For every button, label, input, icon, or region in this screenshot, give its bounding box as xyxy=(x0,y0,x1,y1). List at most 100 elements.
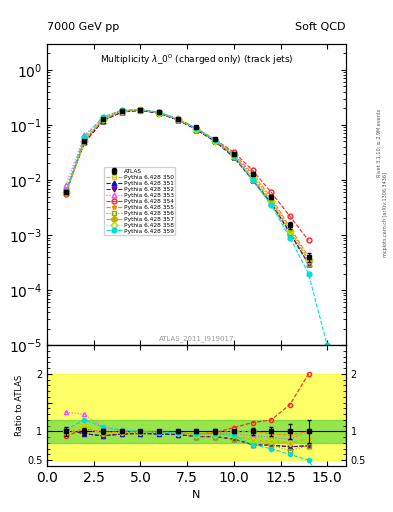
Pythia 6.428 351 xyxy=(213,138,218,144)
Pythia 6.428 357 xyxy=(194,126,199,132)
Pythia 6.428 353 xyxy=(157,110,162,116)
Pythia 6.428 352 xyxy=(269,200,274,206)
Pythia 6.428 350 xyxy=(213,137,218,143)
Pythia 6.428 357 xyxy=(288,228,292,234)
Pythia 6.428 352 xyxy=(231,154,236,160)
Pythia 6.428 356 xyxy=(101,116,105,122)
Pythia 6.428 358 xyxy=(175,116,180,122)
Pythia 6.428 359 xyxy=(288,234,292,241)
Pythia 6.428 359 xyxy=(119,107,124,113)
Pythia 6.428 354 xyxy=(119,108,124,114)
Pythia 6.428 358 xyxy=(231,152,236,158)
Pythia 6.428 354 xyxy=(63,191,68,197)
Pythia 6.428 359 xyxy=(157,110,162,116)
Pythia 6.428 355 xyxy=(213,137,218,143)
Pythia 6.428 350 xyxy=(250,175,255,181)
Pythia 6.428 357 xyxy=(175,116,180,122)
Pythia 6.428 358 xyxy=(250,175,255,181)
Pythia 6.428 355 xyxy=(82,137,87,143)
Pythia 6.428 353 xyxy=(231,152,236,158)
Pythia 6.428 355 xyxy=(231,151,236,157)
Pythia 6.428 353 xyxy=(101,114,105,120)
Pythia 6.428 354 xyxy=(157,110,162,116)
Pythia 6.428 351 xyxy=(119,109,124,115)
Text: Soft QCD: Soft QCD xyxy=(296,22,346,32)
Pythia 6.428 354 xyxy=(138,106,143,113)
Pythia 6.428 359 xyxy=(138,106,143,113)
Pythia 6.428 351 xyxy=(269,200,274,206)
Pythia 6.428 357 xyxy=(63,189,68,195)
Pythia 6.428 350 xyxy=(82,136,87,142)
Pythia 6.428 359 xyxy=(306,270,311,276)
Pythia 6.428 359 xyxy=(213,137,218,143)
Pythia 6.428 353 xyxy=(175,116,180,122)
Pythia 6.428 354 xyxy=(101,116,105,122)
Pythia 6.428 352 xyxy=(306,261,311,267)
Pythia 6.428 352 xyxy=(250,177,255,183)
Pythia 6.428 356 xyxy=(306,261,311,267)
Pythia 6.428 351 xyxy=(138,108,143,114)
Line: Pythia 6.428 354: Pythia 6.428 354 xyxy=(63,108,311,243)
Pythia 6.428 353 xyxy=(213,137,218,143)
Pythia 6.428 352 xyxy=(175,117,180,123)
Pythia 6.428 352 xyxy=(82,139,87,145)
Pythia 6.428 350 xyxy=(269,199,274,205)
Pythia 6.428 351 xyxy=(82,139,87,145)
Pythia 6.428 354 xyxy=(194,125,199,132)
Line: Pythia 6.428 356: Pythia 6.428 356 xyxy=(63,108,311,266)
Line: Pythia 6.428 352: Pythia 6.428 352 xyxy=(63,108,311,266)
Pythia 6.428 354 xyxy=(231,149,236,155)
Pythia 6.428 351 xyxy=(306,261,311,267)
Pythia 6.428 351 xyxy=(288,230,292,236)
Pythia 6.428 354 xyxy=(269,189,274,195)
Pythia 6.428 352 xyxy=(157,110,162,116)
Pythia 6.428 351 xyxy=(157,110,162,116)
Pythia 6.428 359 xyxy=(82,134,87,140)
Pythia 6.428 357 xyxy=(231,152,236,158)
Pythia 6.428 356 xyxy=(231,154,236,160)
Pythia 6.428 351 xyxy=(101,117,105,123)
Pythia 6.428 353 xyxy=(250,173,255,179)
Line: Pythia 6.428 359: Pythia 6.428 359 xyxy=(63,107,330,348)
Pythia 6.428 355 xyxy=(101,116,105,122)
Pythia 6.428 358 xyxy=(63,189,68,195)
Pythia 6.428 356 xyxy=(194,126,199,133)
Pythia 6.428 353 xyxy=(82,132,87,138)
Pythia 6.428 353 xyxy=(306,254,311,260)
Pythia 6.428 357 xyxy=(213,137,218,143)
Pythia 6.428 350 xyxy=(101,116,105,122)
Pythia 6.428 352 xyxy=(119,109,124,115)
Pythia 6.428 359 xyxy=(194,125,199,132)
Pythia 6.428 357 xyxy=(138,107,143,113)
Pythia 6.428 350 xyxy=(138,107,143,113)
Pythia 6.428 353 xyxy=(138,106,143,113)
Pythia 6.428 358 xyxy=(269,198,274,204)
Pythia 6.428 358 xyxy=(194,126,199,132)
Pythia 6.428 358 xyxy=(288,228,292,234)
Pythia 6.428 356 xyxy=(213,138,218,144)
Line: Pythia 6.428 350: Pythia 6.428 350 xyxy=(63,108,311,263)
Pythia 6.428 354 xyxy=(213,137,218,143)
Pythia 6.428 353 xyxy=(288,226,292,232)
Line: Pythia 6.428 357: Pythia 6.428 357 xyxy=(63,108,311,263)
Pythia 6.428 351 xyxy=(250,177,255,183)
Pythia 6.428 353 xyxy=(119,108,124,114)
Pythia 6.428 351 xyxy=(231,154,236,160)
Pythia 6.428 358 xyxy=(101,116,105,122)
Pythia 6.428 354 xyxy=(250,167,255,174)
Pythia 6.428 355 xyxy=(306,254,311,260)
Pythia 6.428 350 xyxy=(231,152,236,158)
Pythia 6.428 352 xyxy=(138,107,143,113)
Pythia 6.428 356 xyxy=(157,110,162,116)
Pythia 6.428 355 xyxy=(288,224,292,230)
Pythia 6.428 356 xyxy=(269,200,274,206)
Pythia 6.428 351 xyxy=(63,188,68,195)
Pythia 6.428 352 xyxy=(63,188,68,195)
Text: 7000 GeV pp: 7000 GeV pp xyxy=(47,22,119,32)
Pythia 6.428 350 xyxy=(119,109,124,115)
Pythia 6.428 359 xyxy=(269,202,274,208)
Pythia 6.428 352 xyxy=(288,230,292,236)
Pythia 6.428 350 xyxy=(288,228,292,234)
Legend: ATLAS, Pythia 6.428 350, Pythia 6.428 351, Pythia 6.428 352, Pythia 6.428 353, P: ATLAS, Pythia 6.428 350, Pythia 6.428 35… xyxy=(104,167,175,236)
Pythia 6.428 356 xyxy=(82,137,87,143)
